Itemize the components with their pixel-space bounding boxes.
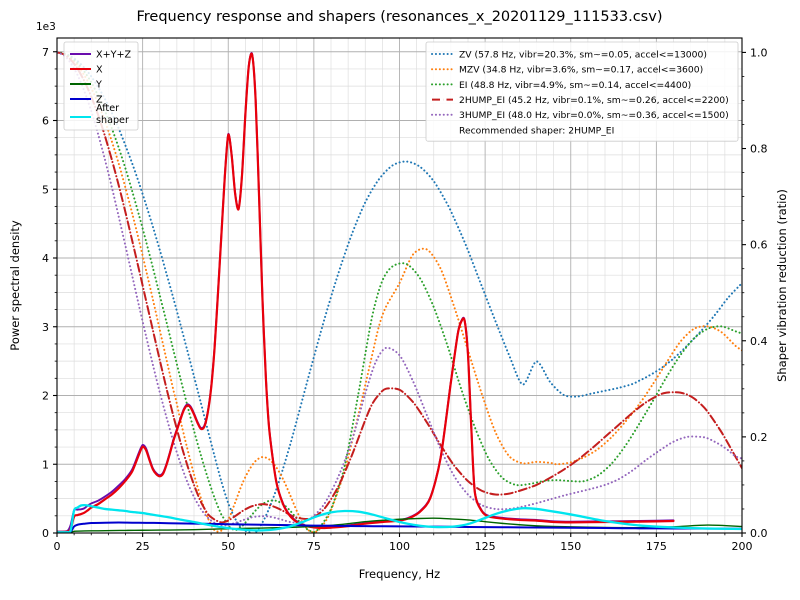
x-tick-label: 175: [646, 540, 667, 553]
legend-left-item: Z: [70, 95, 103, 106]
x-tick-label: 125: [475, 540, 496, 553]
series-psd-x: [57, 52, 675, 533]
x-tick-label: 100: [389, 540, 410, 553]
legend-right-item-3hump_ei: 3HUMP_EI (48.0 Hz, vibr=0.0%, sm~=0.36, …: [431, 110, 729, 121]
series-group: [57, 51, 742, 533]
legend-left-label: shaper: [96, 115, 129, 126]
y-tick-label-left: 6: [42, 115, 49, 128]
y-axis-label-left: Power spectral density: [8, 220, 22, 351]
legend-right-item-ei: EI (48.8 Hz, vibr=4.9%, sm~=0.14, accel<…: [431, 80, 691, 91]
legend-left-label: Z: [96, 95, 103, 106]
y-tick-label-left: 2: [42, 390, 49, 403]
legend-right-box: [425, 41, 739, 142]
x-tick-label: 50: [221, 540, 235, 553]
y-tick-label-right: 0.8: [750, 143, 768, 156]
y-tick-label-right: 0.0: [750, 527, 768, 540]
x-tick-label: 25: [136, 540, 150, 553]
legend-left-label: X: [96, 65, 103, 76]
legend-left-label: X+Y+Z: [96, 50, 132, 61]
x-tick-label: 200: [732, 540, 753, 553]
legend-left-box: [63, 41, 139, 131]
recommended-shaper-label: Recommended shaper: 2HUMP_EI: [459, 125, 614, 136]
legend-left-label: After: [96, 103, 119, 114]
legend-right-label: ZV (57.8 Hz, vibr=20.3%, sm~=0.05, accel…: [459, 49, 707, 60]
legend-right-label: 2HUMP_EI (45.2 Hz, vibr=0.1%, sm~=0.26, …: [459, 95, 729, 106]
y-tick-label-left: 3: [42, 321, 49, 334]
y-tick-label-left: 0: [42, 527, 49, 540]
y-tick-label-right: 0.2: [750, 431, 768, 444]
x-axis-label: Frequency, Hz: [359, 567, 440, 581]
y-tick-label-right: 0.6: [750, 239, 768, 252]
chart-title: Frequency response and shapers (resonanc…: [137, 9, 663, 25]
x-tick-label: 0: [54, 540, 61, 553]
y-tick-label-left: 1: [42, 458, 49, 471]
y-axis-offset-label: 1e3: [36, 21, 56, 33]
x-tick-label: 75: [307, 540, 321, 553]
y-tick-label-right: 0.4: [750, 335, 768, 348]
x-tick-label: 150: [560, 540, 581, 553]
legend-right-label: MZV (34.8 Hz, vibr=3.6%, sm~=0.17, accel…: [459, 65, 703, 76]
series-psd-z: [57, 521, 742, 533]
legend-right-item-zv: ZV (57.8 Hz, vibr=20.3%, sm~=0.05, accel…: [431, 49, 707, 60]
legend-left-label: Y: [95, 80, 102, 91]
series-shaper-ei: [57, 51, 742, 533]
legend-right-label: EI (48.8 Hz, vibr=4.9%, sm~=0.14, accel<…: [459, 80, 691, 91]
y-tick-label-left: 4: [42, 252, 49, 265]
legend-right-item-mzv: MZV (34.8 Hz, vibr=3.6%, sm~=0.17, accel…: [431, 65, 703, 76]
series-psd-after-shaper: [57, 504, 742, 533]
series-shaper-3hump_ei: [57, 51, 742, 527]
y-tick-label-left: 5: [42, 183, 49, 196]
legend-right-item-2hump_ei: 2HUMP_EI (45.2 Hz, vibr=0.1%, sm~=0.26, …: [432, 95, 729, 106]
y-axis-label-right: Shaper vibration reduction (ratio): [775, 189, 789, 382]
series-shaper-zv: [57, 51, 742, 533]
legend-left-item: Y: [70, 80, 102, 91]
legend-left-item: X: [70, 65, 103, 76]
legend-right-label: 3HUMP_EI (48.0 Hz, vibr=0.0%, sm~=0.36, …: [459, 110, 729, 121]
y-tick-label-left: 7: [42, 46, 49, 59]
legend-left-item: X+Y+Z: [70, 50, 132, 61]
y-tick-label-right: 1.0: [750, 46, 768, 59]
